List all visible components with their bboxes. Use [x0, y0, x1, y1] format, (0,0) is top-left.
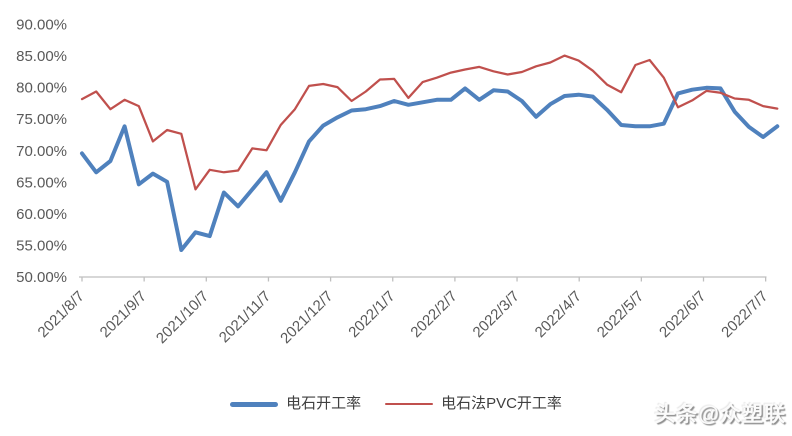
x-axis-label: 2022/7/7	[718, 288, 771, 341]
legend-swatch-carbide	[230, 401, 279, 407]
y-axis-label: 80.00%	[16, 80, 67, 97]
x-axis-label: 2021/10/7	[153, 288, 212, 347]
x-axis-label: 2022/2/7	[407, 288, 460, 341]
y-axis-label: 60.00%	[16, 206, 67, 223]
x-axis-label: 2022/4/7	[532, 288, 585, 341]
y-axis-label: 55.00%	[16, 237, 67, 254]
y-axis-label: 65.00%	[16, 174, 67, 191]
x-axis-label: 2021/12/7	[277, 288, 336, 347]
legend-label-pvc: 电石法PVC开工率	[441, 395, 562, 412]
x-axis-label: 2022/3/7	[470, 288, 523, 341]
carbide-rate-line	[80, 85, 780, 252]
x-axis-label: 2022/6/7	[656, 288, 709, 341]
x-axis-label: 2022/5/7	[594, 288, 647, 341]
x-axis-label: 2021/11/7	[216, 288, 274, 346]
x-axis-label: 2021/9/7	[97, 288, 150, 341]
x-axis-label: 2022/1/7	[345, 288, 398, 341]
y-axis-label: 85.00%	[16, 48, 67, 65]
legend-swatch-pvc	[385, 402, 434, 406]
y-axis-label: 50.00%	[16, 269, 67, 286]
legend-item-pvc: 电石法PVC开工率	[385, 394, 562, 414]
y-axis-label: 75.00%	[16, 111, 67, 128]
watermark-text: 头条@众塑联	[654, 403, 786, 426]
pvc-rate-line	[80, 54, 779, 191]
x-axis-label: 2021/8/7	[35, 288, 88, 341]
chart-legend: 电石开工率 电石法PVC开工率	[0, 394, 792, 414]
y-axis-label: 70.00%	[16, 143, 67, 160]
y-axis-label: 90.00%	[16, 17, 67, 34]
legend-item-carbide: 电石开工率	[230, 394, 361, 414]
legend-label-carbide: 电石开工率	[286, 395, 362, 412]
